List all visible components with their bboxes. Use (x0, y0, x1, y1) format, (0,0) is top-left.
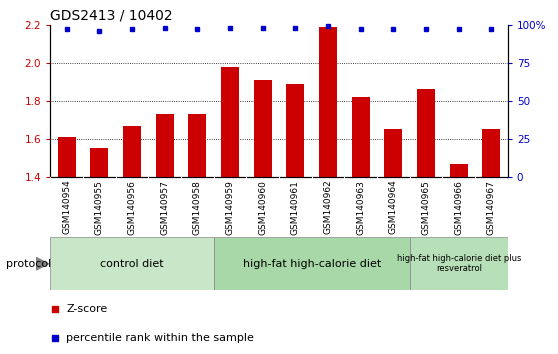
Text: percentile rank within the sample: percentile rank within the sample (66, 333, 254, 343)
Bar (214, 237, 410, 290)
Text: GSM140954: GSM140954 (62, 180, 71, 234)
Bar (254, 80, 272, 177)
Bar (221, 67, 239, 177)
Bar (417, 90, 435, 177)
Text: GSM140963: GSM140963 (356, 179, 365, 235)
Text: control diet: control diet (100, 259, 163, 269)
Polygon shape (36, 258, 49, 270)
Text: GSM140959: GSM140959 (225, 179, 234, 235)
Text: GSM140960: GSM140960 (258, 179, 267, 235)
Text: GSM140957: GSM140957 (160, 179, 169, 235)
Text: protocol: protocol (6, 259, 51, 269)
Bar (57, 137, 75, 177)
Text: GSM140966: GSM140966 (454, 179, 463, 235)
Bar (410, 237, 508, 290)
Bar (50, 237, 214, 290)
Bar (352, 97, 370, 177)
Bar (156, 114, 174, 177)
Text: GSM140956: GSM140956 (127, 179, 136, 235)
Text: GDS2413 / 10402: GDS2413 / 10402 (50, 8, 173, 22)
Bar (286, 84, 304, 177)
Text: Z-score: Z-score (66, 304, 108, 314)
Bar (319, 27, 337, 177)
Text: GSM140955: GSM140955 (95, 179, 104, 235)
Bar (123, 126, 141, 177)
Text: high-fat high-calorie diet: high-fat high-calorie diet (243, 259, 381, 269)
Text: high-fat high-calorie diet plus
resveratrol: high-fat high-calorie diet plus resverat… (397, 254, 521, 273)
Bar (450, 164, 468, 177)
Text: GSM140964: GSM140964 (389, 180, 398, 234)
Text: GSM140967: GSM140967 (487, 179, 496, 235)
Text: GSM140962: GSM140962 (324, 180, 333, 234)
Text: GSM140958: GSM140958 (193, 179, 202, 235)
Text: GSM140965: GSM140965 (422, 179, 431, 235)
Bar (188, 114, 206, 177)
Bar (483, 130, 501, 177)
Bar (384, 130, 402, 177)
Text: GSM140961: GSM140961 (291, 179, 300, 235)
Bar (90, 148, 108, 177)
